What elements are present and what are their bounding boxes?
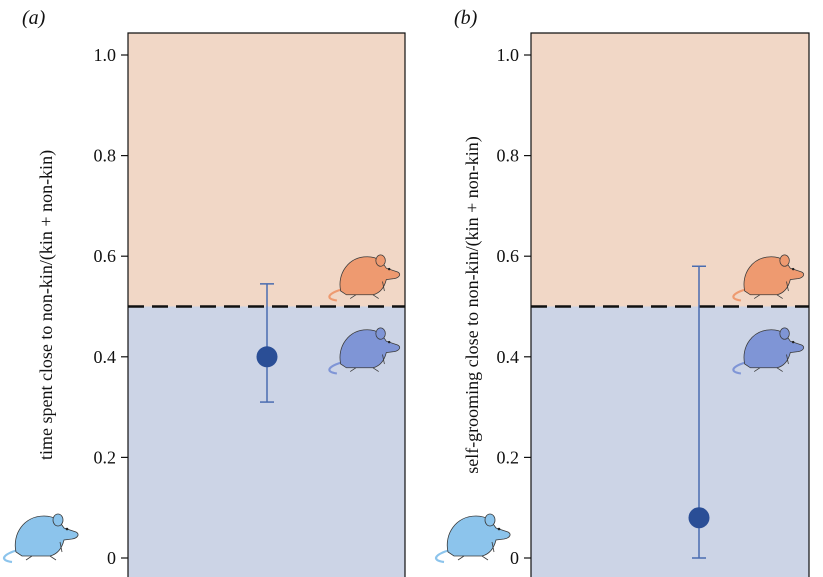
blue-rat-icon-eye <box>387 340 391 344</box>
blue-rat-icon <box>732 327 805 375</box>
light-blue-rat-icon-eye <box>65 527 69 531</box>
orange-rat-icon-eye <box>387 267 391 271</box>
panel-a-data-point <box>256 346 278 368</box>
blue-rat-icon-feet <box>349 354 385 372</box>
orange-rat-icon-ear <box>779 254 790 267</box>
panel-a-ytick-label: 0.6 <box>94 246 117 266</box>
light-blue-rat-icon-ear <box>484 513 496 527</box>
panel-a: 0 0.2 0.4 0.6 0.8 1.0 (a) time spent close to n… <box>2 7 406 577</box>
orange-rat-icon-tail <box>732 288 747 302</box>
panel-b-ytick-label: 0 <box>510 548 519 568</box>
light-blue-rat-icon <box>434 513 511 564</box>
light-blue-rat-icon-tail <box>2 548 19 564</box>
blue-rat-icon-body <box>743 329 805 369</box>
panel-b-ytick-label: 0.8 <box>497 146 520 166</box>
blue-rat-icon-feet <box>753 354 789 372</box>
blue-rat-icon-tail <box>732 361 747 375</box>
panel-a-ylabel: time spent close to non-kin/(kin + non-k… <box>36 150 57 460</box>
orange-rat-icon-body <box>339 256 401 296</box>
light-blue-rat-icon-feet <box>25 541 63 561</box>
panel-a-tag: (a) <box>22 7 46 29</box>
panel-b-ytick-label: 0.6 <box>497 246 520 266</box>
panel-b-ytick-label: 0.2 <box>497 447 520 467</box>
panel-a-ytick-label: 0.8 <box>94 146 117 166</box>
orange-rat-icon-ear <box>375 254 386 267</box>
blue-rat-icon-ear <box>375 327 386 340</box>
panel-a-ytick-label: 0.4 <box>94 347 117 367</box>
blue-rat-icon-tail <box>328 361 343 375</box>
light-blue-rat-icon-body <box>446 515 511 557</box>
light-blue-rat-icon-feet <box>457 541 495 561</box>
light-blue-rat-icon-body <box>14 515 79 557</box>
panel-a-ytick-label: 0.2 <box>94 447 117 467</box>
orange-rat-icon-body <box>743 256 805 296</box>
panel-b-tag: (b) <box>454 7 478 29</box>
light-blue-rat-icon-eye <box>497 527 501 531</box>
panel-a-ytick-label: 0 <box>107 548 116 568</box>
panel-b-ylabel: self-grooming close to non-kin/(kin + no… <box>462 136 483 474</box>
blue-rat-icon-body <box>339 329 401 369</box>
light-blue-rat-icon-ear <box>52 513 64 527</box>
orange-rat-icon-tail <box>328 288 343 302</box>
panel-b-ytick-label: 1.0 <box>497 45 520 65</box>
blue-rat-icon-eye <box>791 340 795 344</box>
orange-rat-icon <box>732 254 805 302</box>
panel-a-ytick-label: 1.0 <box>94 45 117 65</box>
light-blue-rat-icon-tail <box>434 548 451 564</box>
orange-rat-icon-eye <box>791 267 795 271</box>
blue-rat-icon <box>328 327 401 375</box>
light-blue-rat-icon <box>2 513 79 564</box>
blue-rat-icon-ear <box>779 327 790 340</box>
panel-b-axes-frame <box>530 32 810 577</box>
panel-b-data-point <box>688 507 710 529</box>
panel-b-ytick-label: 0.4 <box>497 347 520 367</box>
panel-b: 0 0.2 0.4 0.6 0.8 1.0 (b) self-grooming close t… <box>434 7 810 577</box>
orange-rat-icon-feet <box>753 281 789 299</box>
orange-rat-icon <box>328 254 401 302</box>
orange-rat-icon-feet <box>349 281 385 299</box>
panel-a-axes-frame <box>127 32 406 577</box>
